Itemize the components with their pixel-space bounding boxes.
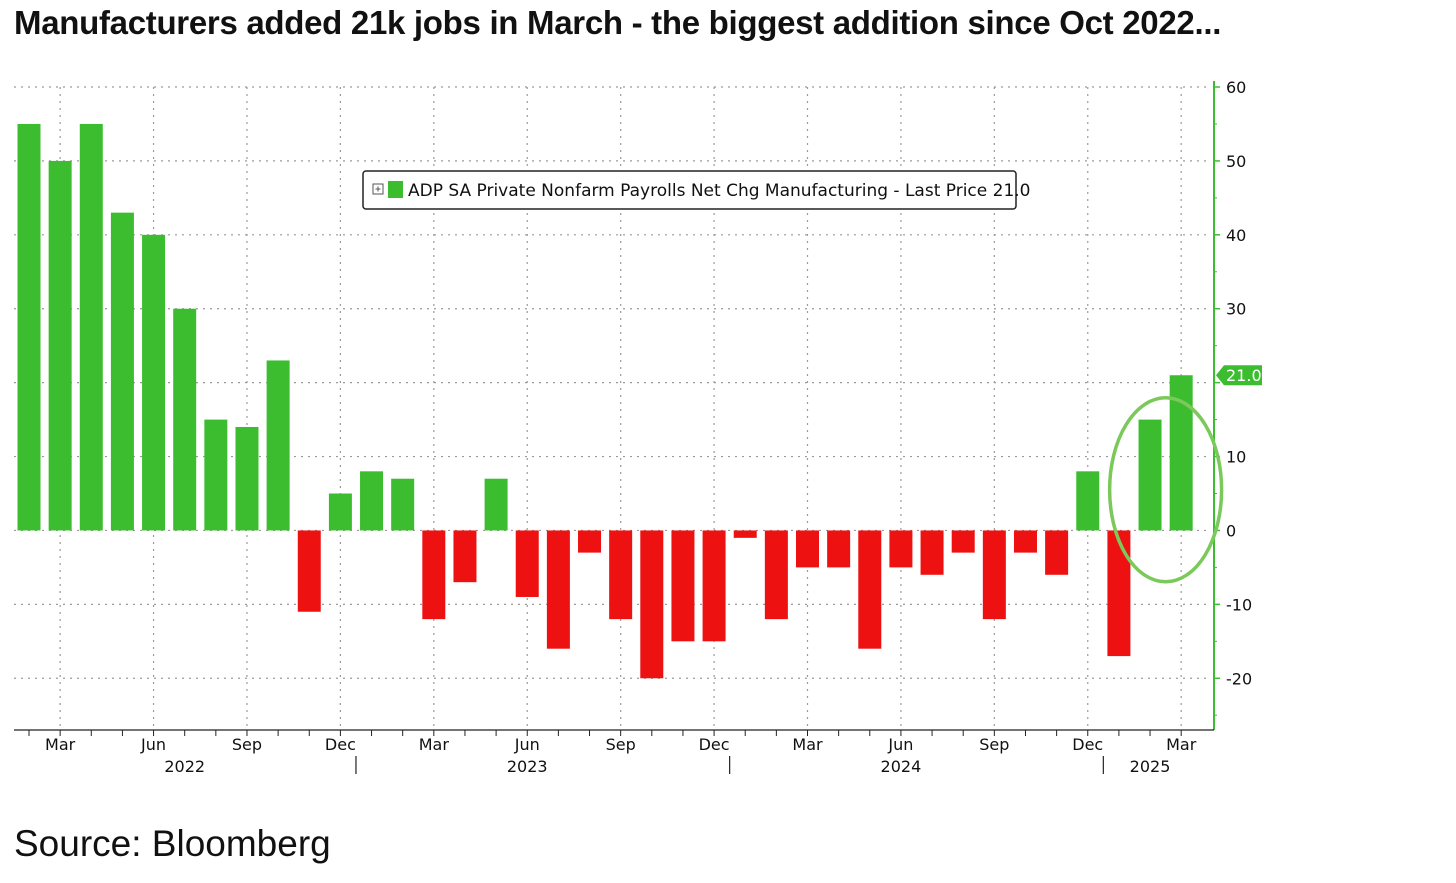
y-tick-label: 40 [1226, 226, 1246, 245]
legend-label: ADP SA Private Nonfarm Payrolls Net Chg … [408, 181, 1031, 201]
x-tick-label: Dec [1072, 735, 1103, 754]
bar-chart: 60 50 40 30 10 0 -10 -20 21.0 Mar Jun Sep Dec Mar Jun… [14, 78, 1262, 776]
x-tick-label: Dec [325, 735, 356, 754]
last-value-tag: 21.0 [1216, 365, 1262, 386]
bar [1045, 530, 1069, 575]
bar [360, 471, 384, 531]
y-tick-label: 60 [1226, 78, 1246, 97]
x-axis: Mar Jun Sep Dec Mar Jun Sep Dec Mar Jun Sep Dec Mar 2… [14, 729, 1214, 776]
bar [671, 530, 695, 642]
x-year-label: 2025 [1130, 757, 1171, 776]
bar [328, 493, 352, 531]
bar [484, 478, 508, 531]
x-tick-label: Jun [514, 735, 540, 754]
bar [796, 530, 819, 568]
bar [453, 530, 477, 583]
x-tick-label: Jun [887, 735, 913, 754]
x-year-label: 2024 [881, 757, 922, 776]
x-tick-label: Mar [1166, 735, 1197, 754]
bar [733, 530, 757, 538]
bar [235, 426, 259, 531]
x-tick-label: Sep [979, 735, 1009, 754]
bar [515, 530, 539, 597]
y-tick-label: -10 [1226, 595, 1252, 614]
bar [142, 234, 166, 531]
bar [889, 530, 913, 568]
bar [1107, 530, 1131, 657]
bar [920, 530, 944, 575]
x-tick-label: Mar [45, 735, 76, 754]
bar [297, 530, 321, 612]
legend-box [362, 170, 1017, 210]
x-tick-label: Mar [792, 735, 823, 754]
bar [17, 123, 41, 531]
bar [702, 530, 726, 642]
chart-title: Manufacturers added 21k jobs in March - … [14, 4, 1222, 41]
bar [1076, 471, 1100, 531]
legend-swatch [388, 181, 403, 198]
source-note: Source: Bloomberg [14, 823, 331, 864]
last-value-tag-bg [1216, 365, 1262, 386]
annotations [1107, 396, 1224, 584]
bar [266, 360, 290, 531]
bar [204, 419, 228, 531]
bar [827, 530, 851, 568]
y-axis: 60 50 40 30 10 0 -10 -20 21.0 [1213, 78, 1262, 730]
bar [422, 530, 446, 620]
bar [1138, 419, 1162, 531]
x-tick-label: Sep [232, 735, 262, 754]
last-value-label: 21.0 [1226, 366, 1262, 385]
bar [48, 160, 72, 531]
bar [982, 530, 1006, 620]
y-tick-label: -20 [1226, 669, 1252, 688]
bar [1013, 530, 1037, 553]
y-tick-label: 50 [1226, 152, 1246, 171]
bar [110, 212, 134, 531]
x-tick-label: Jun [140, 735, 166, 754]
bar [1169, 375, 1193, 531]
y-tick-label: 30 [1226, 300, 1246, 319]
expand-box-icon[interactable] [372, 183, 384, 195]
bar [578, 530, 602, 553]
x-tick-label: Sep [606, 735, 636, 754]
x-year-label: 2023 [507, 757, 548, 776]
bar [858, 530, 882, 649]
bar [764, 530, 788, 620]
bar [640, 530, 664, 679]
x-tick-label: Mar [419, 735, 450, 754]
bar-series [17, 123, 1193, 679]
bar [609, 530, 633, 620]
x-year-label: 2022 [164, 757, 205, 776]
legend: ADP SA Private Nonfarm Payrolls Net Chg … [362, 170, 1031, 210]
highlight-ellipse [1107, 396, 1224, 584]
bar [173, 308, 197, 531]
bar [79, 123, 103, 531]
y-tick-label: 0 [1226, 521, 1236, 540]
bar [546, 530, 570, 649]
x-tick-label: Dec [699, 735, 730, 754]
bar [391, 478, 415, 531]
bar [951, 530, 975, 553]
y-tick-label: 10 [1226, 448, 1246, 467]
